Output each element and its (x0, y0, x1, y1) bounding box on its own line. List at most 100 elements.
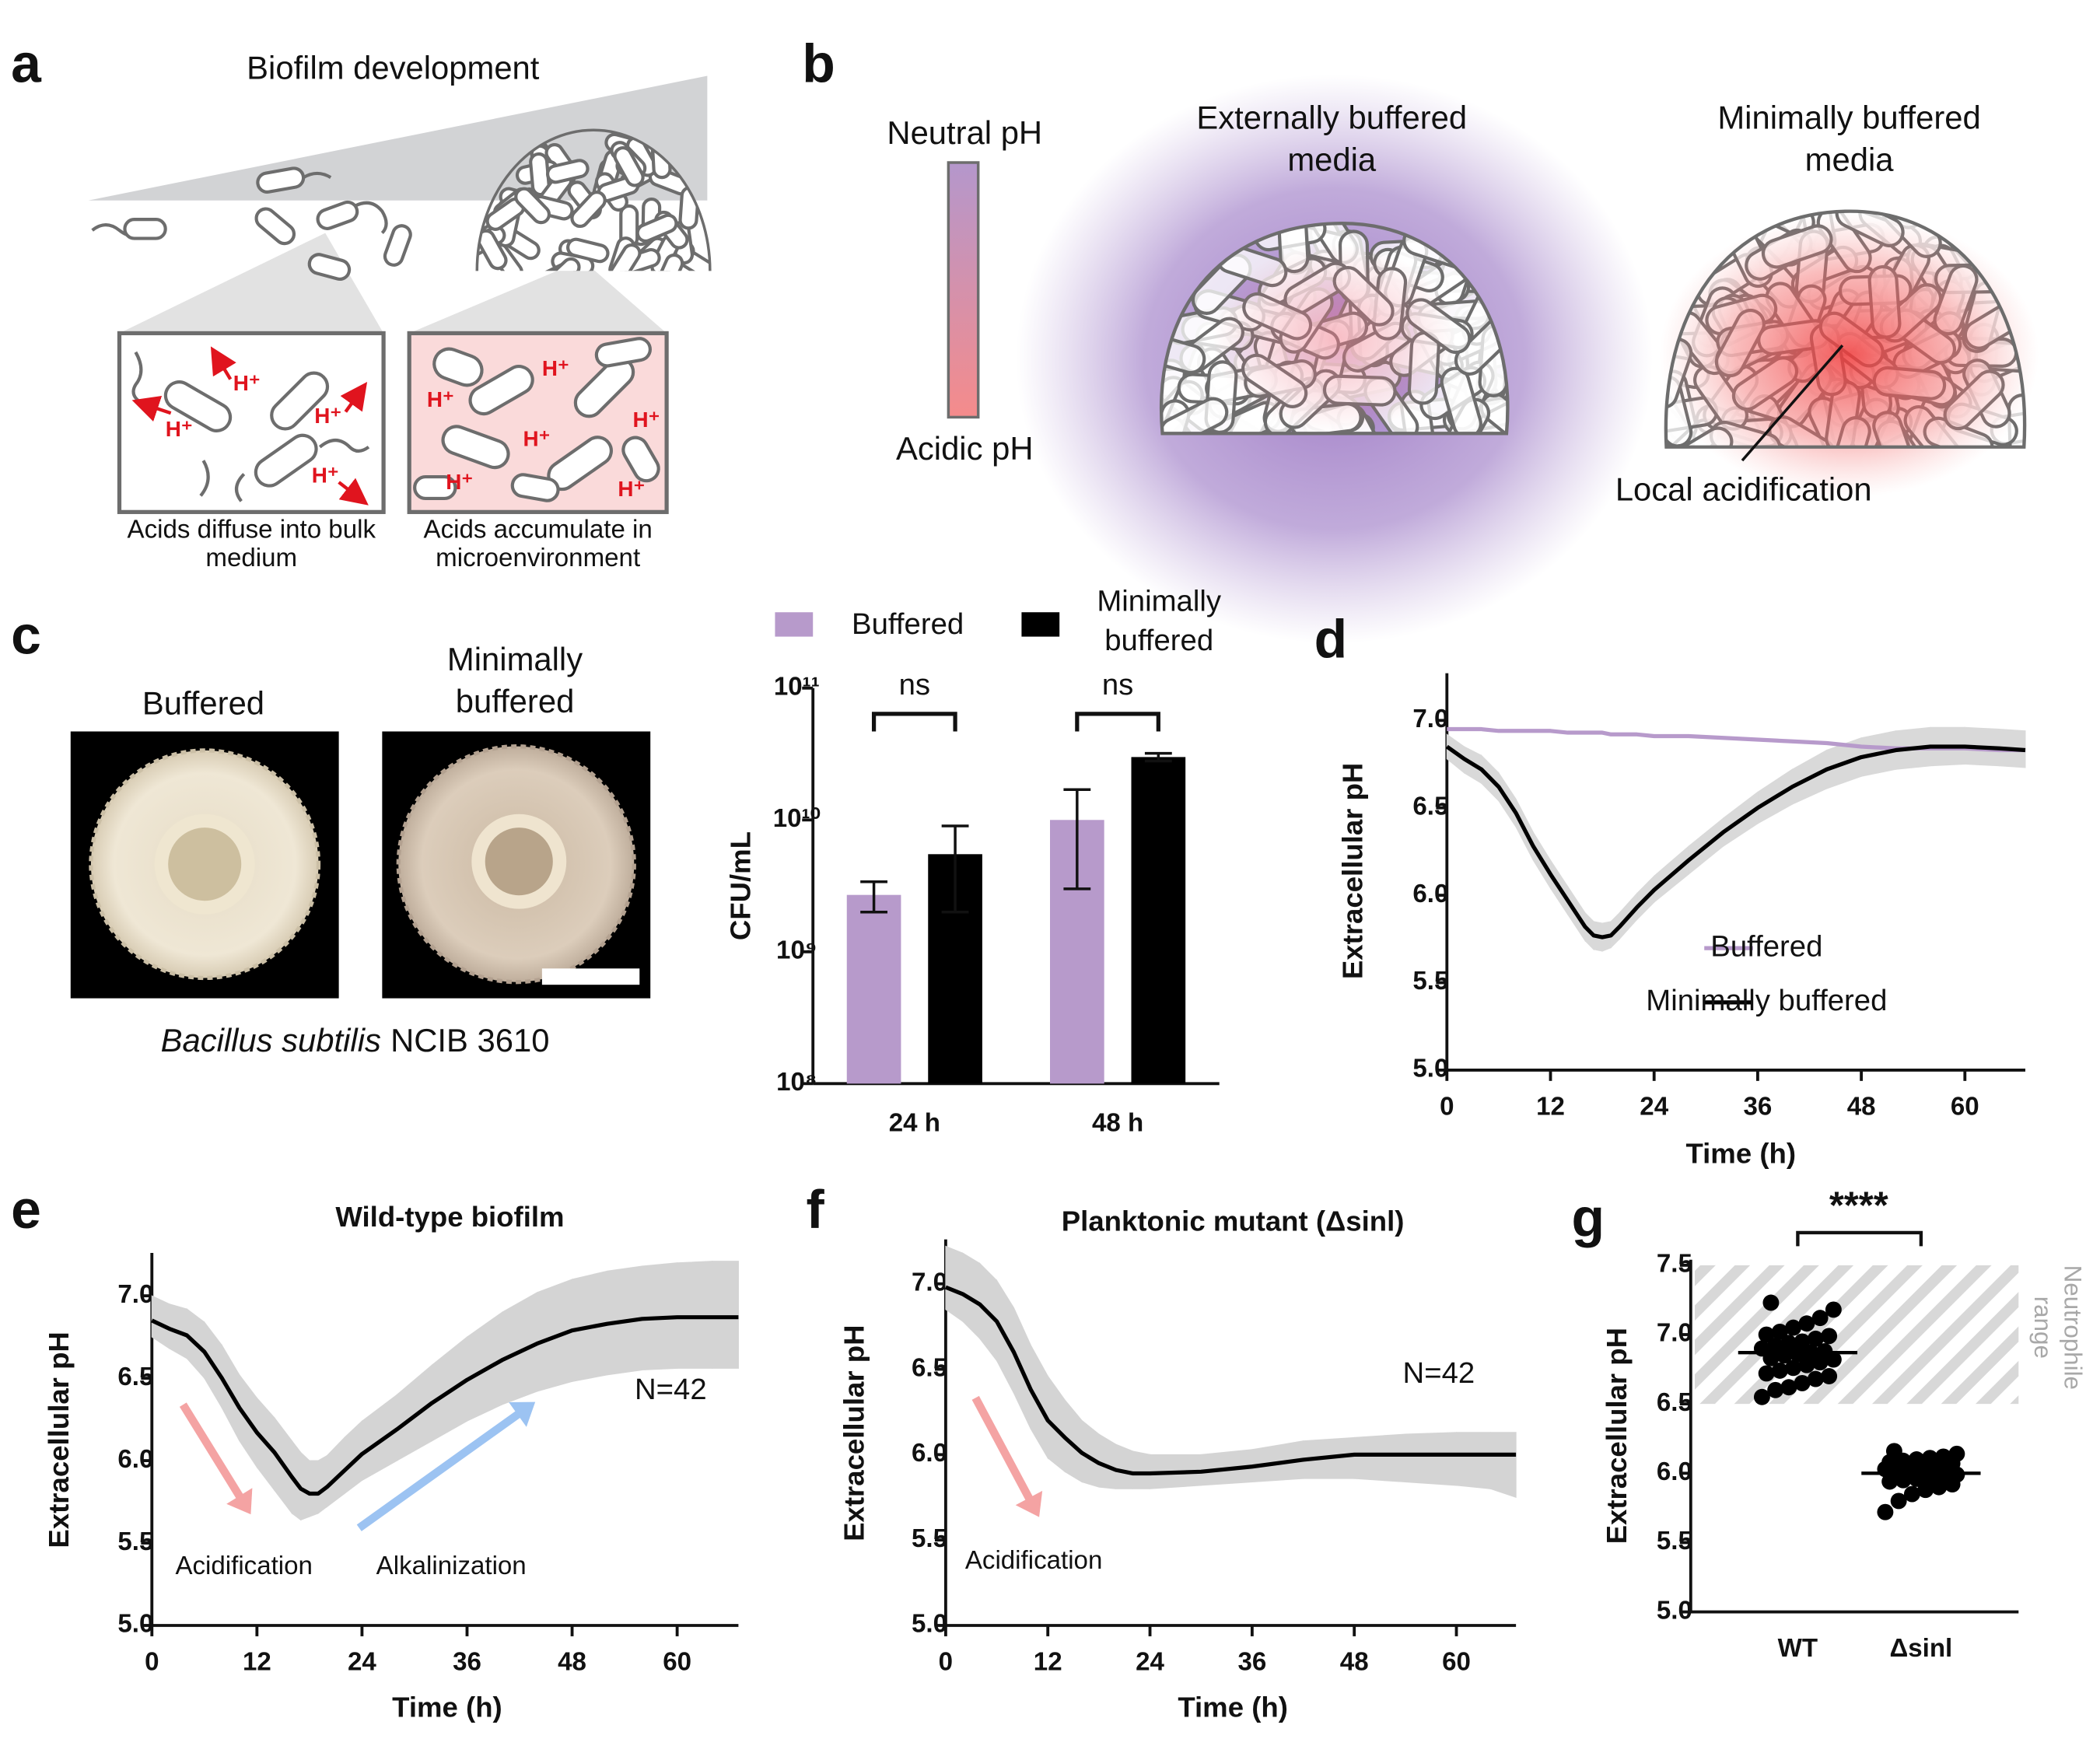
legend-swatch (775, 612, 814, 637)
data-point (1771, 1323, 1788, 1340)
cell (514, 187, 551, 225)
x-tick-label: 60 (663, 1647, 691, 1676)
biofilm-cells (477, 132, 710, 271)
condition-box: Externally buffered media (1196, 100, 1467, 179)
annotation-arrowhead (226, 1488, 253, 1515)
zoom-wedge (119, 233, 384, 334)
species: Bacillus subtilis (161, 1022, 381, 1058)
y-tick-label: 5.5 (117, 1527, 153, 1556)
condition: Minimally buffered media (1717, 100, 1981, 180)
proton-label: H⁺ (523, 426, 550, 450)
colony-center (154, 814, 255, 915)
spread-band (300, 1451, 310, 1521)
acid-glow (1659, 212, 2039, 498)
species-caption: Bacillus subtilis NCIB 3610 (161, 1022, 550, 1058)
spread-band (1132, 1450, 1151, 1489)
x-tick-label: 24 (1640, 1092, 1668, 1121)
y-axis-label: Extracellular pH (838, 1324, 870, 1541)
x-tick-label: 36 (453, 1647, 481, 1676)
spread-band (1405, 1432, 1458, 1486)
spread-band (1353, 1433, 1406, 1483)
y-tick-label: 6.0 (117, 1445, 153, 1474)
cell (654, 253, 684, 271)
x-tick-label: WT (1778, 1634, 1818, 1663)
spread-band (396, 1364, 432, 1461)
data-point (1762, 1294, 1780, 1311)
data-point (1767, 1337, 1784, 1354)
data-point (1794, 1333, 1811, 1350)
panel-label: d (1314, 609, 1348, 670)
y-tick-label: 7.0 (912, 1268, 947, 1296)
proton-label: H⁺ (314, 404, 341, 428)
legend-label-box: Buffered (852, 607, 964, 641)
data-point (1753, 1388, 1770, 1405)
proton-label: H⁺ (618, 477, 645, 501)
planktonic-cells (91, 166, 412, 281)
x-tick-label: 24 (1136, 1647, 1164, 1676)
x-tick-label: 48 (558, 1647, 586, 1676)
annotation-arrowhead (509, 1401, 536, 1427)
y-tick-label: 5.0 (1657, 1596, 1692, 1625)
data-point (1780, 1379, 1797, 1396)
spread-band (1098, 1433, 1117, 1489)
y-tick-label: 5.5 (912, 1524, 947, 1553)
data-point (1935, 1448, 1952, 1465)
x-tick-label: 48 (1847, 1092, 1876, 1121)
proton-label: H⁺ (633, 408, 660, 432)
cells-diffuse (131, 351, 370, 502)
y-tick-label: 10⁹ (776, 936, 817, 965)
data-point (1767, 1381, 1784, 1398)
y-tick-label: 7.0 (1412, 705, 1448, 733)
caption-box: Acids diffuse into bulk medium (128, 517, 376, 572)
data-point (1785, 1319, 1802, 1336)
biofilm-outline (1160, 222, 1510, 436)
x-tick-label: 12 (1536, 1092, 1565, 1121)
panel-label: c (11, 604, 41, 665)
cell (1161, 397, 1229, 434)
panel-label: b (802, 33, 835, 93)
data-point (1877, 1503, 1894, 1520)
panel-label: f (807, 1179, 825, 1240)
condition-box: Minimally buffered media (1717, 100, 1981, 180)
comparison-bracket (1075, 712, 1160, 732)
y-tick-label: 7.0 (1657, 1319, 1692, 1348)
y-tick-label: 6.0 (1657, 1457, 1692, 1486)
panel-label: e (11, 1179, 41, 1240)
data-point (1948, 1445, 1965, 1462)
data-point (1807, 1330, 1824, 1347)
y-axis-label: Extracellular pH (43, 1331, 75, 1548)
x-axis-label: Time (h) (1685, 1137, 1796, 1169)
x-tick-label: 60 (1442, 1647, 1471, 1676)
spread-band (431, 1336, 468, 1442)
acid-core (1212, 243, 1457, 434)
cell (613, 145, 645, 187)
x-tick-label: 36 (1237, 1647, 1266, 1676)
x-tick-label: 12 (243, 1647, 271, 1676)
scale-top: Neutral pH (887, 114, 1042, 151)
proton-label: H⁺ (166, 417, 193, 441)
y-tick-label: 5.5 (1657, 1527, 1692, 1555)
spread-band (712, 1261, 739, 1369)
legend-swatch (1021, 612, 1060, 637)
proton-label: H⁺ (542, 356, 569, 380)
bar (846, 894, 901, 1084)
colony-center (471, 814, 567, 909)
caption-box: Acids accumulate in microenvironment (424, 517, 653, 572)
x-tick-label: 48 (1340, 1647, 1369, 1676)
annotation-arrow (971, 1395, 1035, 1504)
legend-label: Minimally buffered (1646, 984, 1887, 1017)
y-axis-label: CFU/mL (724, 831, 756, 940)
chart-title: Wild-type biofilm (335, 1201, 564, 1233)
spread-band (677, 1261, 713, 1369)
sample-size: N=42 (1403, 1356, 1475, 1390)
data-point (1771, 1362, 1788, 1379)
y-tick-label: 5.5 (1412, 967, 1448, 995)
data-point (1921, 1450, 1938, 1467)
y-tick-label: 6.5 (1657, 1388, 1692, 1417)
y-axis-label: Extracellular pH (1337, 763, 1369, 979)
spread-band (361, 1394, 397, 1482)
y-tick-label: 10¹¹ (774, 672, 820, 701)
y-tick-label: 7.0 (117, 1280, 153, 1309)
cell (566, 237, 610, 264)
y-tick-label: 5.0 (912, 1610, 947, 1639)
